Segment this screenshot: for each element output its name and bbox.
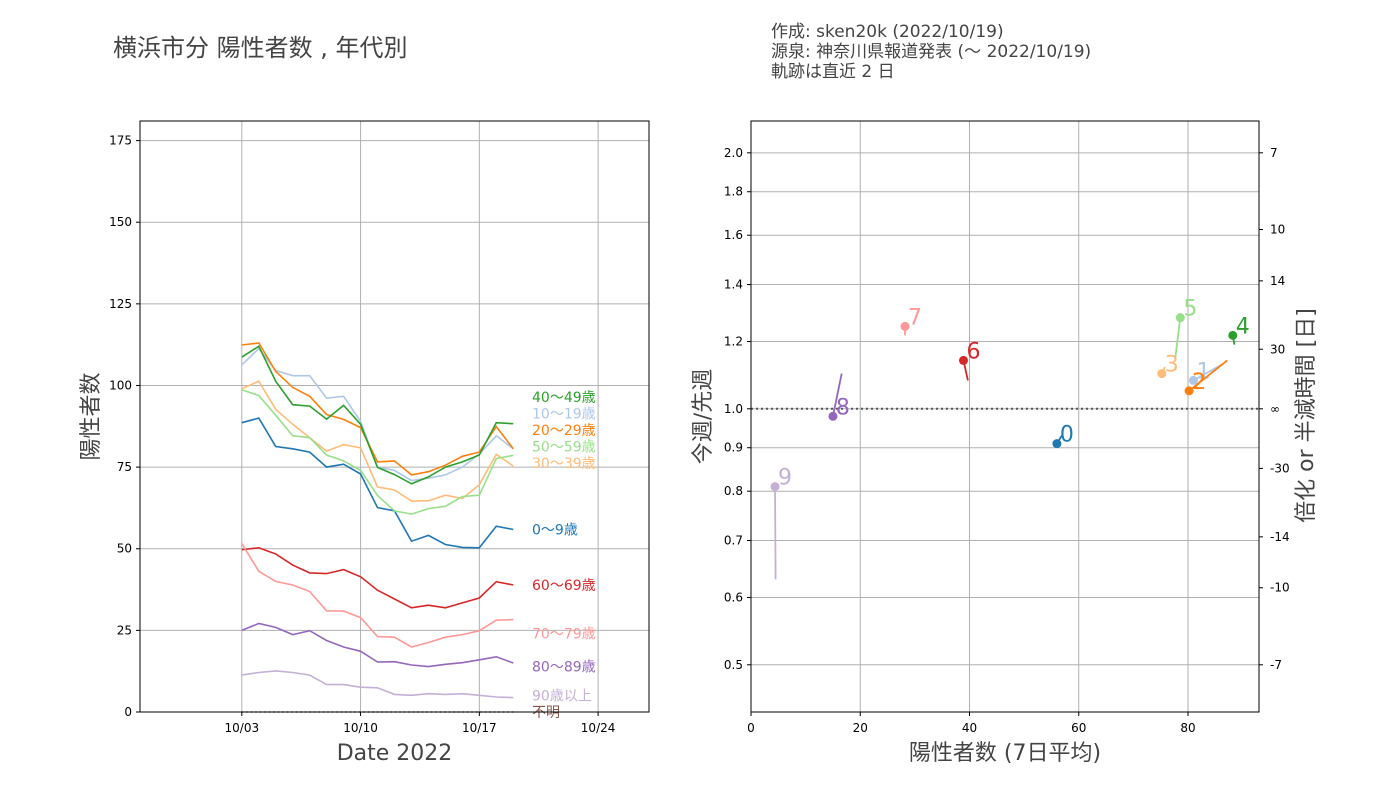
series-line [241,622,514,668]
series-label: 90歳以上 [532,688,592,704]
page-title: 横浜市分 陽性者数 , 年代別 [113,34,408,62]
data-point [770,482,780,492]
y-tick-label: 0 [124,705,132,719]
point-label: 7 [908,305,922,330]
series-line [241,342,514,476]
series-label: 10〜19歳 [532,407,596,423]
y2-axis-label: 倍化 or 半減時間 [日] [1294,308,1319,523]
point-label: 1 [1196,359,1210,384]
x-tick-label: 0 [747,721,755,735]
y2-tick-label: -10 [1270,581,1290,595]
y2-tick-label: ∞ [1270,402,1280,416]
credit-author: 作成: sken20k (2022/10/19) [771,22,1004,42]
x-tick-label: 10/10 [343,721,378,735]
y2-tick-label: 7 [1270,146,1278,160]
x-tick-label: 80 [1180,721,1195,735]
series-label: 不明 [532,705,560,721]
point-label: 2 [1192,370,1206,395]
series-line [241,543,514,648]
series-line [241,380,514,502]
point-label: 9 [778,466,792,491]
data-point [828,411,838,421]
plot-frame [139,120,650,713]
data-point [1157,369,1167,379]
series-label: 30〜39歳 [532,456,596,472]
x-axis-label: Date 2022 [337,741,453,766]
y2-tick-label: 10 [1270,223,1285,237]
series-label: 0〜9歳 [532,522,578,538]
data-point [900,321,910,331]
series-label: 50〜59歳 [532,440,596,456]
data-point [1052,439,1062,449]
credits: 作成: sken20k (2022/10/19) 源泉: 神奈川県報道発表 (〜… [771,22,1091,82]
y2-tick-label: -14 [1270,530,1290,544]
data-point [1184,386,1194,396]
series-label: 70〜79歳 [532,626,596,642]
y-tick-label: 1.0 [724,402,743,416]
y-tick-label: 100 [109,378,132,392]
point-label: 5 [1183,297,1197,322]
x-tick-label: 10/17 [462,721,497,735]
data-point [1188,375,1198,385]
y-tick-label: 0.5 [724,658,743,672]
data-point [1175,313,1185,323]
x-tick-label: 10/24 [581,721,616,735]
y-tick-label: 0.9 [724,441,743,455]
y-tick-label: 2.0 [724,146,743,160]
trail-line [832,373,843,417]
y2-tick-label: 30 [1270,342,1285,356]
point-label: 3 [1165,353,1179,378]
y-tick-label: 0.8 [724,484,743,498]
y-tick-label: 0.7 [724,534,743,548]
y2-tick-label: 14 [1270,274,1285,288]
series-label: 80〜89歳 [532,660,596,676]
right-scatter-chart: 0 123 4 5 6 7 8 9 0 20 40 60 80 0.5 0.6 0.7 0.8 0.9 1.0 1.2… [691,120,1319,766]
y2-tick-label: -30 [1270,461,1290,475]
y-tick-label: 25 [117,623,132,637]
y-tick-label: 1.4 [724,278,743,292]
y-tick-label: 50 [117,542,132,556]
y-axis-label: 陽性者数 [79,372,104,460]
series-line [241,388,514,515]
x-axis-label: 陽性者数 (7日平均) [909,741,1101,766]
credit-trail-note: 軌跡は直近 2 日 [771,62,895,82]
x-tick-label: 20 [853,721,868,735]
y-tick-label: 125 [109,297,132,311]
y-tick-label: 150 [109,215,132,229]
point-label: 0 [1060,423,1074,448]
trail-line [1174,317,1182,358]
y-tick-label: 1.6 [724,228,743,242]
point-label: 8 [836,395,850,420]
point-label: 4 [1236,314,1250,339]
data-point [1228,330,1238,340]
trail-line [774,486,777,580]
y-tick-label: 0.6 [724,590,743,604]
x-tick-label: 10/03 [225,721,260,735]
plot-frame [750,120,1260,713]
y-axis-label: 今週/先週 [691,369,716,464]
y-tick-label: 1.8 [724,185,743,199]
series-line [241,670,514,699]
series-label: 20〜29歳 [532,423,596,439]
credit-source: 源泉: 神奈川県報道発表 (〜 2022/10/19) [771,42,1092,62]
x-tick-label: 40 [962,721,977,735]
x-tick-label: 60 [1071,721,1086,735]
y-tick-label: 175 [109,134,132,148]
y-tick-label: 1.2 [724,334,743,348]
series-line [241,345,514,485]
y2-tick-label: -7 [1270,658,1282,672]
series-label: 40〜49歳 [532,390,596,406]
series-line [241,546,514,609]
y-tick-label: 75 [117,460,132,474]
point-label: 6 [966,339,980,364]
data-point [958,355,968,365]
series-label: 60〜69歳 [532,578,596,594]
trail-line [1188,359,1228,392]
series-line [241,417,514,549]
